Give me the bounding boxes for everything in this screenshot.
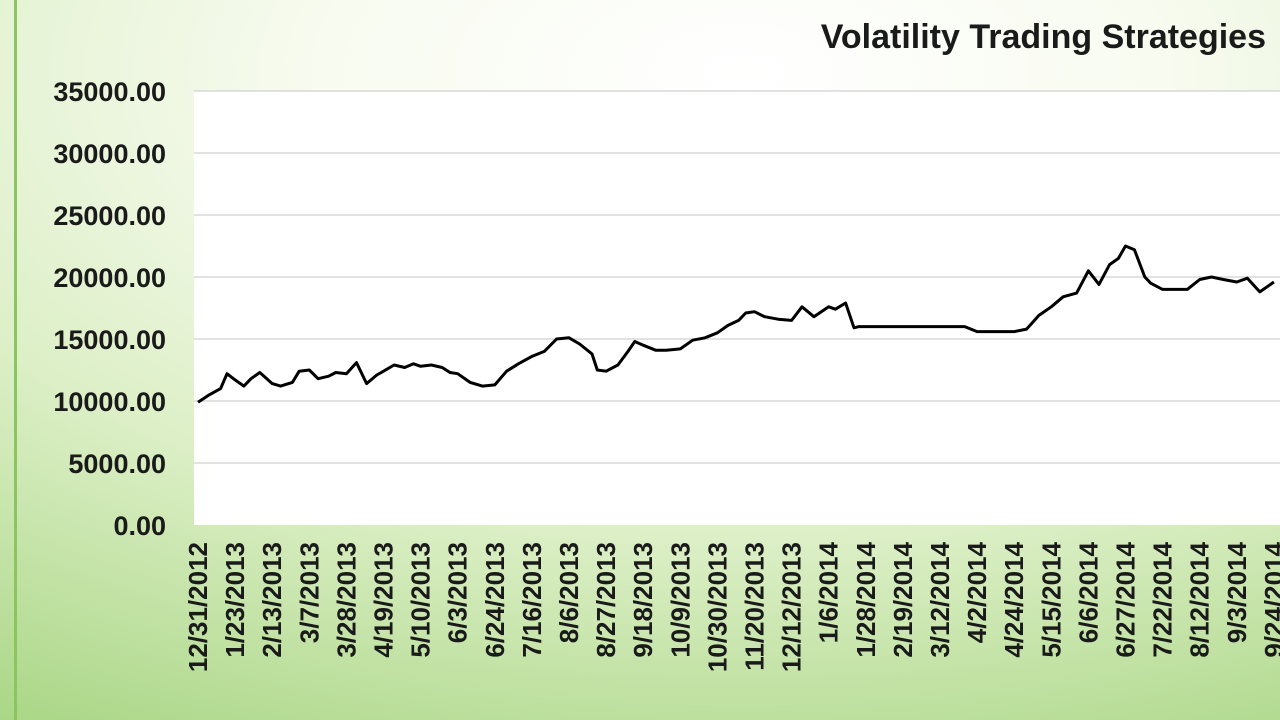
y-tick-label: 25000.00: [53, 201, 166, 231]
x-tick-label: 4/24/2014: [999, 541, 1029, 657]
x-tick-label: 1/28/2014: [851, 541, 881, 657]
gridlines: [194, 90, 1280, 464]
x-tick-label: 6/3/2013: [443, 542, 473, 643]
x-tick-label: 6/6/2014: [1073, 541, 1103, 643]
x-tick-label: 8/12/2014: [1185, 541, 1215, 657]
plot-area: [194, 91, 1280, 525]
x-tick-label: 8/27/2013: [591, 542, 621, 658]
x-tick-label: 9/18/2013: [628, 542, 658, 658]
x-tick-label: 10/30/2013: [702, 542, 732, 672]
left-border-rule: [14, 0, 17, 720]
x-tick-label: 1/23/2013: [220, 542, 250, 658]
x-tick-label: 4/2/2014: [962, 541, 992, 643]
x-tick-label: 12/12/2013: [777, 542, 807, 672]
x-tick-label: 6/27/2014: [1111, 541, 1141, 657]
series-line: [197, 244, 1275, 404]
y-tick-label: 10000.00: [53, 387, 166, 417]
x-tick-label: 8/6/2013: [554, 542, 584, 643]
x-tick-label: 6/24/2013: [480, 542, 510, 658]
y-tick-label: 35000.00: [53, 77, 166, 107]
x-tick-label: 10/9/2013: [665, 542, 695, 658]
y-tick-label: 30000.00: [53, 139, 166, 169]
x-tick-label: 2/19/2014: [888, 541, 918, 657]
x-tick-label: 3/7/2013: [294, 542, 324, 643]
x-tick-label: 12/31/2012: [183, 542, 213, 672]
x-tick-label: 9/24/2014: [1259, 541, 1280, 657]
x-tick-label: 9/3/2014: [1222, 541, 1252, 643]
x-tick-label: 5/15/2014: [1036, 541, 1066, 657]
x-tick-label: 3/12/2014: [925, 541, 955, 657]
y-tick-label: 5000.00: [68, 449, 166, 479]
x-axis-ticks: 12/31/2012 1/23/2013 2/13/2013 3/7/2013 3/28…: [183, 541, 1280, 672]
x-tick-label: 1/6/2014: [814, 541, 844, 643]
x-tick-label: 4/19/2013: [369, 542, 399, 658]
x-tick-label: 2/13/2013: [257, 542, 287, 658]
x-tick-label: 3/28/2013: [331, 542, 361, 658]
x-tick-label: 7/22/2014: [1148, 541, 1178, 657]
chart-title: Volatility Trading Strategies: [820, 18, 1266, 56]
y-tick-label: 20000.00: [53, 263, 166, 293]
y-tick-label: 15000.00: [53, 325, 166, 355]
x-tick-label: 11/20/2013: [740, 542, 770, 671]
x-tick-label: 7/16/2013: [517, 542, 547, 658]
x-tick-label: 5/10/2013: [406, 542, 436, 658]
y-tick-label: 0.00: [113, 511, 166, 541]
y-axis-ticks: 0.00 5000.00 10000.00 15000.00 20000.00 25000…: [53, 77, 166, 541]
